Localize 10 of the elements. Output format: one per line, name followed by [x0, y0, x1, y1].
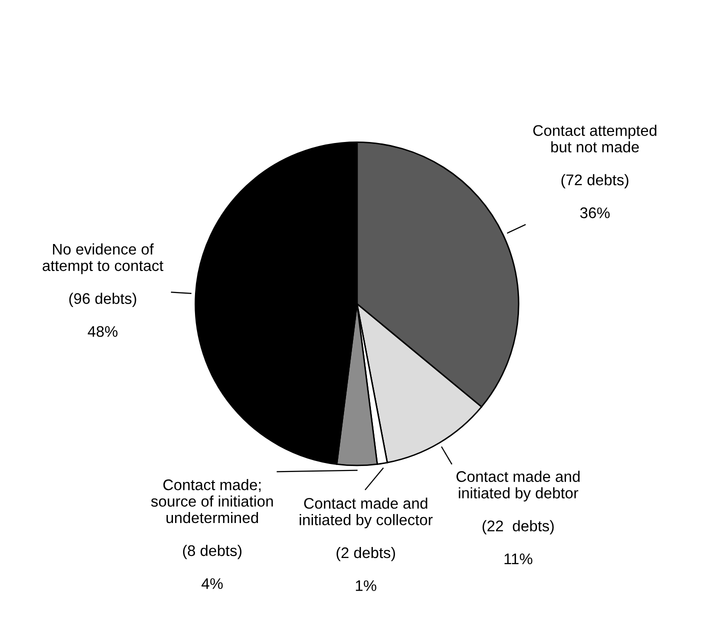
- text: (2 debts) 1%: [336, 546, 395, 592]
- slice-label: No evidence of attempt to contact: [42, 243, 164, 274]
- text: (8 debts) 4%: [183, 544, 242, 589]
- text: (72 debts) 36%: [561, 174, 628, 218]
- slice-label: Contact made and initiated by collector: [300, 498, 433, 528]
- slice-label: Contact made and initiated by debtor: [456, 470, 580, 502]
- slice-label: Contact made; source of initiation undetermined: [151, 479, 273, 524]
- text: (96 debts) 48%: [69, 292, 136, 337]
- text: (22 debts) 11%: [482, 520, 554, 564]
- slice-label: Contact attempted but not made: [533, 124, 656, 152]
